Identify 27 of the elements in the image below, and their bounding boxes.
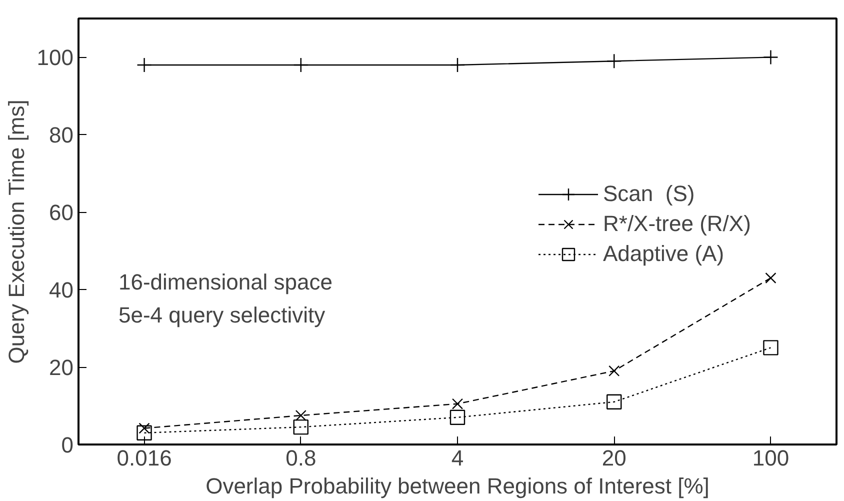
point [765, 272, 776, 284]
point [608, 365, 620, 376]
annotation: 5e-4 query selectivity [118, 302, 326, 328]
y-tick-label: 60 [49, 200, 74, 226]
point [763, 340, 778, 356]
x-tick-label: 100 [752, 446, 790, 470]
y-tick-label: 40 [49, 278, 74, 303]
legend-label: Adaptive (A) [603, 240, 724, 268]
y-tick-label: 80 [49, 122, 74, 148]
x-tick-label: 0.016 [116, 446, 172, 470]
point [606, 394, 622, 410]
point [295, 410, 306, 422]
legend-label: R*/X-tree (R/X) [603, 210, 751, 238]
x-tick-label: 0.8 [286, 446, 316, 470]
x-tick-label: 20 [602, 446, 626, 470]
point [293, 419, 308, 435]
point [450, 410, 466, 425]
point [136, 425, 152, 440]
y-tick-label: 20 [49, 355, 74, 380]
x-tick-label: 4 [451, 446, 464, 470]
x-axis-title: Overlap Probability between Regions of Interest [%] [206, 474, 710, 498]
y-tick-label: 0 [61, 432, 74, 458]
annotation: 16-dimensional space [118, 270, 333, 294]
y-tick-label: 100 [36, 45, 74, 70]
legend-label: Scan (S) [603, 180, 695, 208]
point [452, 398, 464, 410]
y-axis-title: Query Execution Time [ms] [4, 100, 29, 364]
